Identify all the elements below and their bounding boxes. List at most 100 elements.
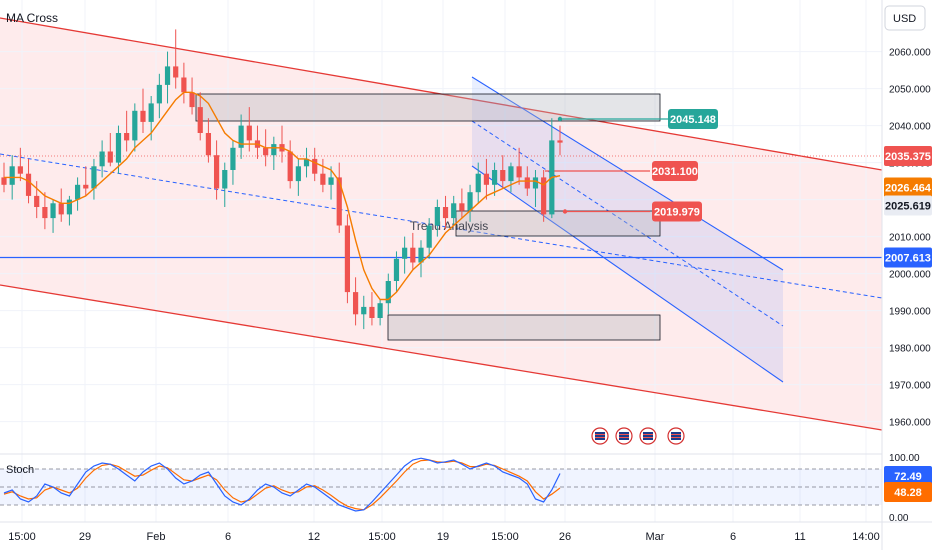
candle-body[interactable] xyxy=(336,177,342,226)
candle-body[interactable] xyxy=(213,155,220,189)
stoch-k-value[interactable]: 72.49 xyxy=(894,471,922,483)
candle-body[interactable] xyxy=(222,170,228,189)
grid-layer xyxy=(0,0,882,522)
candle-body[interactable] xyxy=(508,166,514,182)
target-label-red-2-bg xyxy=(652,201,702,222)
mid-zone-box[interactable] xyxy=(455,210,661,237)
candle-body[interactable] xyxy=(1,177,7,185)
supply-zone-box[interactable] xyxy=(195,93,661,122)
stoch-d-line[interactable] xyxy=(3,459,561,511)
candle-body[interactable] xyxy=(107,151,113,163)
candle-body[interactable] xyxy=(34,195,40,207)
indicator-sub-label[interactable]: Stoch xyxy=(6,464,34,476)
candle-body[interactable] xyxy=(50,203,56,219)
candle-body[interactable] xyxy=(312,158,318,174)
indicator-main-label[interactable]: MA Cross xyxy=(6,11,58,25)
ma-fast-line[interactable] xyxy=(4,91,561,301)
candle-body[interactable] xyxy=(377,303,383,318)
demand-zone-box[interactable] xyxy=(387,314,661,341)
candle-body[interactable] xyxy=(132,110,138,141)
candle-body[interactable] xyxy=(344,225,351,293)
candle-body[interactable] xyxy=(140,110,146,122)
target-label-red-2[interactable]: 2019.979 xyxy=(654,207,700,219)
candle-body[interactable] xyxy=(230,147,236,170)
candle-body[interactable] xyxy=(263,147,269,156)
candle-body[interactable] xyxy=(418,247,424,263)
candle-body[interactable] xyxy=(295,166,301,182)
candle-body[interactable] xyxy=(181,77,187,93)
candle-body[interactable] xyxy=(205,133,212,156)
candle-body[interactable] xyxy=(189,92,195,108)
stoch-d-value[interactable]: 48.28 xyxy=(894,487,922,499)
candle-body[interactable] xyxy=(541,177,547,215)
price-tick-label: 1990.000 xyxy=(889,307,931,318)
candle-body[interactable] xyxy=(164,66,171,85)
target-label-red-1[interactable]: 2031.100 xyxy=(652,166,698,178)
trend-analysis-annotation[interactable]: Trend Analysis xyxy=(410,219,488,233)
candle-body[interactable] xyxy=(271,144,277,156)
candle-body[interactable] xyxy=(532,177,539,189)
blue-channel-upper[interactable] xyxy=(471,76,784,271)
candle-body[interactable] xyxy=(352,292,359,315)
candle-body[interactable] xyxy=(467,192,473,211)
candle-body[interactable] xyxy=(42,207,48,219)
currency-label[interactable]: USD xyxy=(893,13,916,25)
candle-body[interactable] xyxy=(25,173,32,196)
event-flag-stripe xyxy=(643,432,653,440)
candle-body[interactable] xyxy=(451,203,457,219)
candle-body[interactable] xyxy=(303,158,310,167)
candle-body[interactable] xyxy=(238,125,244,148)
candle-body[interactable] xyxy=(83,184,89,189)
candle-body[interactable] xyxy=(99,151,105,167)
candle-body[interactable] xyxy=(516,166,522,178)
candle-body[interactable] xyxy=(156,84,162,104)
candle-body[interactable] xyxy=(173,66,179,78)
candle-body[interactable] xyxy=(58,203,64,215)
channel-lower-line[interactable] xyxy=(0,284,883,431)
candle-body[interactable] xyxy=(287,151,293,182)
candle-body[interactable] xyxy=(402,247,408,259)
candle-body[interactable] xyxy=(328,177,334,185)
ma-price-label[interactable]: 2026.464 xyxy=(885,183,932,195)
stoch-k-line[interactable] xyxy=(3,457,561,512)
candle-body[interactable] xyxy=(434,207,440,226)
support-price-label[interactable]: 2007.613 xyxy=(885,253,931,265)
time-tick-label: 14:00 xyxy=(852,531,880,543)
candle-body[interactable] xyxy=(320,173,326,185)
candle-body[interactable] xyxy=(442,207,449,219)
candle-body[interactable] xyxy=(361,306,367,315)
candle-body[interactable] xyxy=(385,281,391,304)
candle-body[interactable] xyxy=(475,173,481,193)
candle-body[interactable] xyxy=(91,166,97,189)
candle-body[interactable] xyxy=(500,170,506,182)
candle-body[interactable] xyxy=(557,140,563,143)
target-label-green[interactable]: 2045.148 xyxy=(670,114,716,126)
blue-channel-mid[interactable] xyxy=(471,120,784,327)
close-price-label[interactable]: 2025.619 xyxy=(885,201,931,213)
candle-body[interactable] xyxy=(66,199,73,215)
candle-body[interactable] xyxy=(524,177,530,189)
candle-body[interactable] xyxy=(393,258,400,281)
candle-body[interactable] xyxy=(9,166,15,185)
candle-body[interactable] xyxy=(148,103,154,122)
target-dot-green xyxy=(557,116,563,122)
candle-body[interactable] xyxy=(124,133,130,141)
candle-body[interactable] xyxy=(459,203,465,211)
target-label-green-bg xyxy=(668,109,718,129)
currency-box[interactable] xyxy=(884,5,926,31)
blue-channel-lower[interactable] xyxy=(471,165,784,383)
candle-body[interactable] xyxy=(17,166,23,174)
candle-body[interactable] xyxy=(483,173,490,185)
channel-mid-dashed[interactable] xyxy=(0,153,883,299)
candle-body[interactable] xyxy=(197,107,203,133)
candle-body[interactable] xyxy=(74,184,81,200)
candle-body[interactable] xyxy=(369,306,375,318)
candle-body[interactable] xyxy=(426,225,432,248)
candle-body[interactable] xyxy=(410,247,416,263)
candle-body[interactable] xyxy=(246,125,252,141)
candle-body[interactable] xyxy=(491,170,498,185)
last-price-label[interactable]: 2035.375 xyxy=(885,151,931,163)
candle-body[interactable] xyxy=(115,133,122,163)
